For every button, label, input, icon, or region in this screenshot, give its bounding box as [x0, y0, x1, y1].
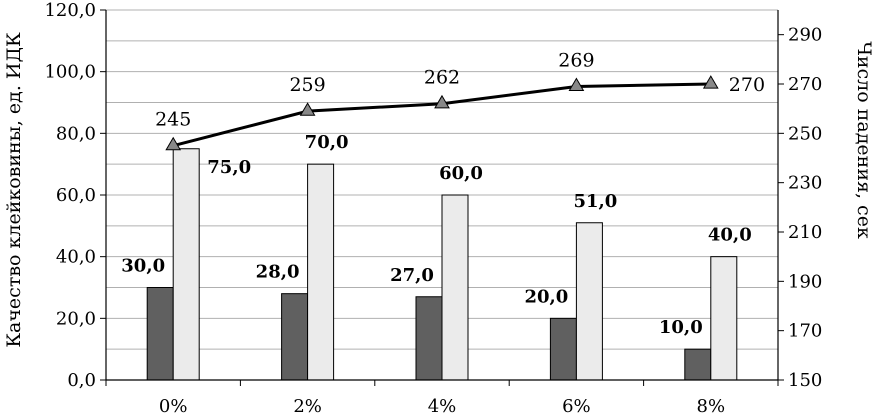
bar-data-label: 70,0: [305, 132, 349, 153]
y2-tick-label: 250: [788, 123, 822, 144]
bar-data-label: 60,0: [439, 163, 483, 184]
y2-tick-label: 150: [788, 370, 822, 391]
y2-tick-label: 210: [788, 222, 822, 243]
line-series: [165, 75, 719, 151]
line-marker: [434, 94, 450, 109]
y2-tick-label: 290: [788, 25, 822, 46]
bar-series-2: [575, 222, 603, 381]
x-tick-label: 4%: [428, 396, 457, 417]
bar-series-1: [549, 317, 577, 381]
bar-series-1: [415, 296, 443, 381]
line-marker: [702, 75, 719, 89]
bar-data-label: 27,0: [390, 265, 434, 286]
y-tick-label: 20,0: [56, 308, 96, 329]
y2-tick-label: 170: [788, 321, 822, 342]
bar-series-2: [307, 163, 335, 381]
line-series-path: [172, 82, 711, 148]
y-tick-label: 120,0: [44, 0, 96, 21]
bar-series-2: [441, 194, 469, 381]
x-tick-label: 6%: [562, 396, 591, 417]
labels: 30,0 28,0 27,0 20,0 10,0 75,0 70,0 60,0 51,0 40,0…: [121, 49, 765, 338]
bar-data-label: 28,0: [256, 262, 300, 283]
bar-series-2: [710, 256, 738, 381]
bar-series-1: [281, 293, 309, 381]
line-data-label: 270: [729, 74, 765, 96]
y-tick-label: 0,0: [67, 370, 96, 391]
y-tick-label: 40,0: [56, 247, 96, 268]
line-data-label: 262: [424, 67, 460, 89]
axes: 0,0 20,0 40,0 60,0 80,0 100,0 120,0 150 170 190 21…: [44, 0, 822, 417]
line-data-label: 245: [155, 109, 191, 131]
y2-tick-label: 270: [788, 74, 822, 95]
y2-tick-label: 230: [788, 173, 822, 194]
bar-data-label: 75,0: [207, 157, 251, 178]
bar-data-label: 20,0: [524, 286, 568, 307]
y2-tick-label: 190: [788, 271, 822, 292]
bar-data-label: 40,0: [708, 225, 752, 246]
x-tick-label: 8%: [697, 396, 726, 417]
bar-data-label: 30,0: [121, 256, 165, 277]
y2-axis-label: Число падения, сек: [853, 41, 874, 239]
bar-data-label: 51,0: [573, 191, 617, 212]
x-tick-label: 0%: [159, 396, 188, 417]
y-axis-label: Качество клейковины, ед. ИДК: [3, 32, 25, 348]
bar-series-1: [684, 348, 712, 381]
y-tick-label: 80,0: [56, 123, 96, 144]
line-marker: [165, 136, 182, 151]
x-tick-label: 2%: [293, 396, 322, 417]
line-data-label: 269: [558, 49, 594, 71]
y-tick-label: 60,0: [56, 185, 96, 206]
line-data-label: 259: [289, 74, 325, 96]
bar-series-2: [172, 148, 200, 381]
line-marker: [299, 102, 316, 116]
bar-series-1: [146, 287, 174, 381]
line-marker: [568, 77, 585, 92]
bar-data-label: 10,0: [659, 317, 703, 338]
y-tick-label: 100,0: [44, 62, 96, 83]
